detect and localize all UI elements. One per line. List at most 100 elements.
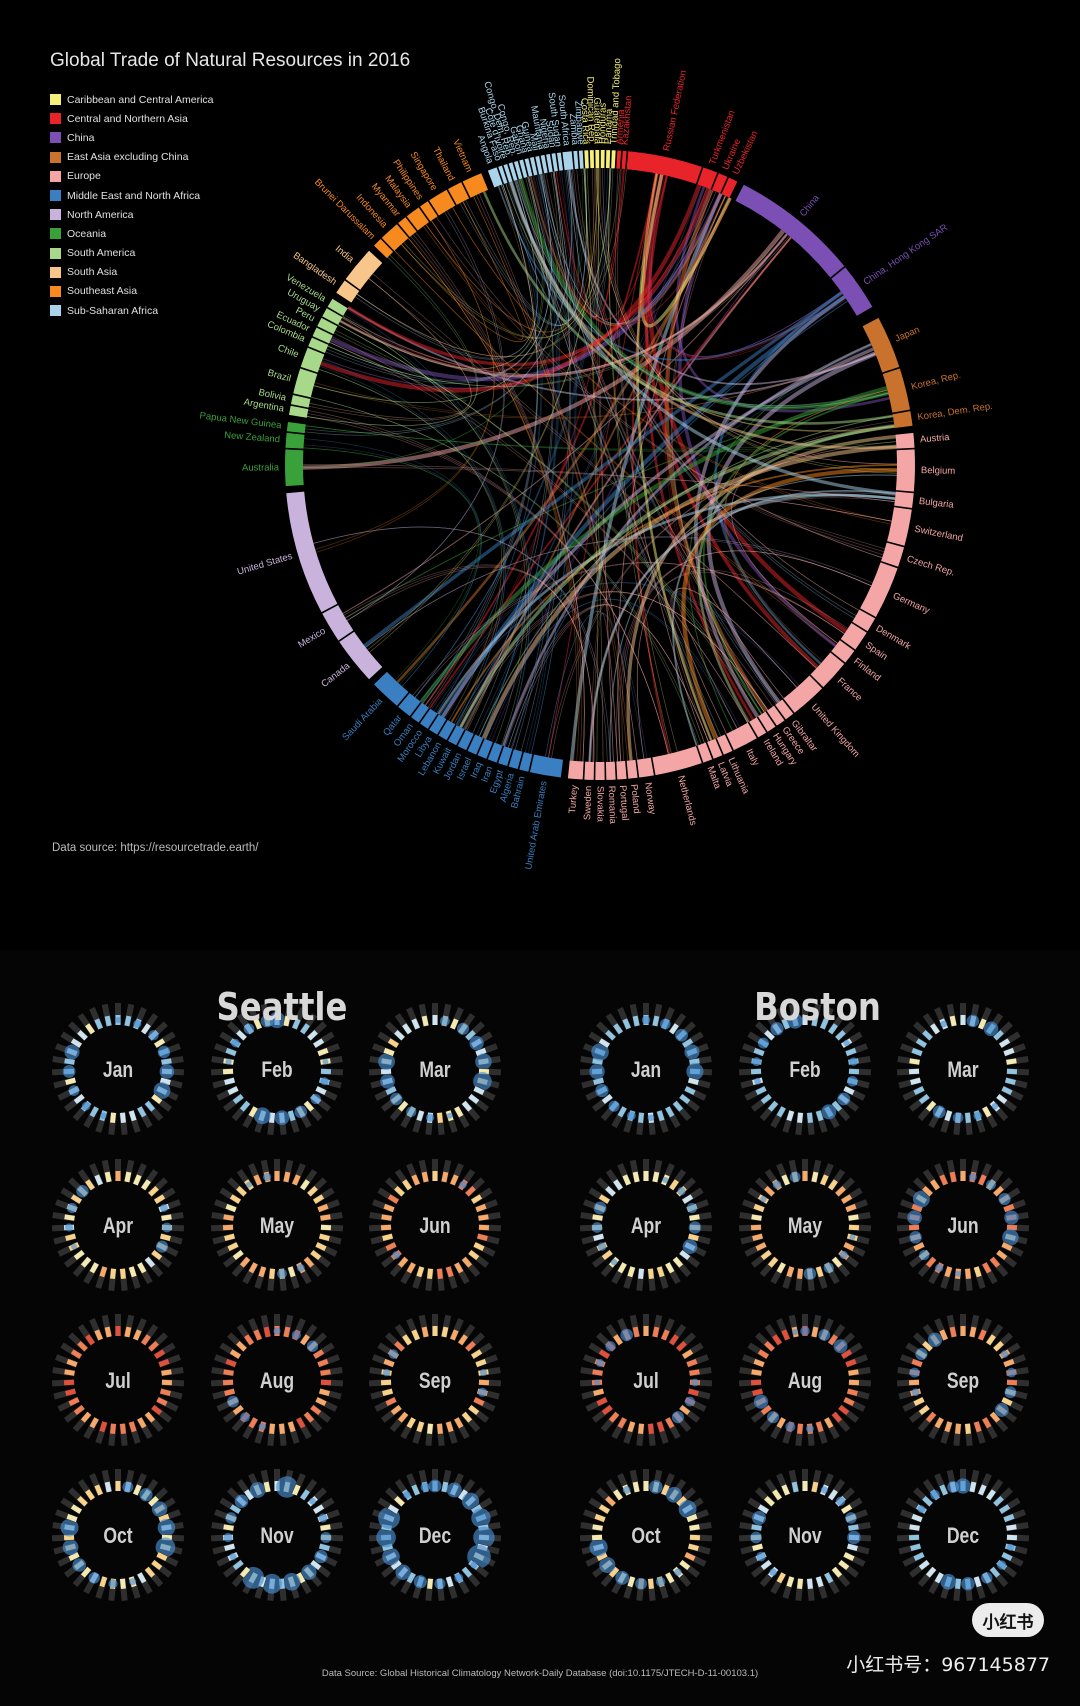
chord-flow <box>664 190 751 722</box>
chord-flow <box>517 179 727 734</box>
temp-bar <box>454 1417 464 1429</box>
temp-bar <box>669 1023 679 1035</box>
chord-flow <box>463 598 536 736</box>
temp-bar <box>969 1326 977 1338</box>
temp-bar <box>148 1185 159 1197</box>
chord-flow <box>541 173 714 324</box>
chord-flow <box>408 237 580 762</box>
chord-flow <box>338 324 760 716</box>
chord-flow <box>570 169 855 619</box>
chord-flow <box>594 168 614 762</box>
month-dial: Apr <box>51 1159 185 1291</box>
temp-bar <box>593 1077 605 1085</box>
temp-bar <box>436 1423 443 1434</box>
precip-bubble <box>148 1030 159 1041</box>
chord-flow <box>410 235 585 762</box>
temp-bar <box>949 1171 957 1183</box>
legend-item: South Asia <box>50 263 214 282</box>
precip-bubble <box>597 1242 607 1251</box>
temp-bar <box>110 1112 117 1123</box>
chord-arc <box>373 671 409 706</box>
city-title-seattle: Seattle <box>216 985 348 1029</box>
precip-bubble <box>677 1187 686 1196</box>
temp-bar <box>454 1262 464 1274</box>
precip-bubble <box>155 1240 169 1253</box>
temp-bar <box>229 1349 241 1359</box>
chord-flow <box>420 594 550 754</box>
precip-bubble <box>301 1564 317 1580</box>
chord-flow <box>589 492 896 762</box>
app-badge: 小红书 <box>972 1603 1044 1637</box>
temp-bar <box>601 1093 613 1105</box>
chord-flow <box>355 180 538 360</box>
chord-flow <box>596 168 897 471</box>
precip-bubble <box>413 1575 427 1589</box>
precip-bubble <box>155 1537 176 1558</box>
chord-flow <box>586 168 599 317</box>
precip-bubble <box>757 1037 769 1049</box>
precip-bubble <box>593 1201 607 1215</box>
temp-bar <box>313 1194 325 1204</box>
precip-bubble <box>659 1018 671 1030</box>
temp-bar <box>824 1572 834 1584</box>
country-label: Vietnam <box>450 138 474 174</box>
precip-bubble <box>686 1202 698 1214</box>
temp-bar <box>461 1256 473 1268</box>
legend-swatch <box>50 94 61 106</box>
month-label: Oct <box>631 1524 661 1548</box>
temp-bar <box>964 1423 971 1434</box>
chord-flow <box>347 188 711 367</box>
temp-bar <box>838 1559 850 1571</box>
temp-bar <box>318 1233 330 1241</box>
chord-arc <box>766 705 785 726</box>
temp-bar <box>473 1397 485 1407</box>
temp-bar <box>236 1029 247 1041</box>
temp-bar <box>104 1171 112 1183</box>
precip-bubble <box>380 1073 395 1089</box>
temp-bar <box>269 1268 276 1279</box>
chord-flow <box>303 444 482 687</box>
chord-arc <box>626 151 702 184</box>
temp-bar <box>161 1214 172 1221</box>
temp-bar <box>223 1524 234 1531</box>
precip-bubble <box>314 1549 328 1564</box>
month-label: May <box>788 1214 822 1238</box>
chord-flow <box>442 168 624 718</box>
temp-bar <box>476 1233 488 1241</box>
precip-bubble <box>227 1395 239 1408</box>
chord-flow <box>414 168 606 698</box>
temp-bar <box>601 1249 613 1261</box>
temp-bar <box>416 1110 425 1122</box>
chord-flow <box>321 360 506 726</box>
country-label: Finland <box>851 656 882 684</box>
chord-flow <box>304 169 573 436</box>
chord-arc <box>584 150 589 169</box>
chord-flow <box>306 416 669 755</box>
temp-bar <box>225 1358 237 1368</box>
legend-label: China <box>67 131 95 144</box>
temp-bar <box>77 1029 88 1041</box>
temp-bar <box>982 1262 992 1274</box>
month-dial: Nov <box>210 1469 344 1601</box>
chord-flow <box>491 233 788 742</box>
precip-bubble <box>785 1421 796 1432</box>
country-label: New Zealand <box>224 430 281 445</box>
precip-bubble <box>420 1482 430 1492</box>
chord-flow <box>420 594 548 753</box>
temp-bar <box>760 1404 772 1416</box>
country-label: Kazakhstan <box>620 95 635 145</box>
temp-bar <box>797 1423 804 1434</box>
chord-flow <box>424 173 658 706</box>
temp-bar <box>421 1326 429 1338</box>
precip-bubble <box>655 1576 666 1587</box>
chord-flow <box>702 392 889 715</box>
temp-bar <box>682 1038 694 1048</box>
temp-bar <box>263 1481 271 1493</box>
temp-bar <box>148 1495 159 1507</box>
temp-bar <box>85 1179 95 1191</box>
temp-bar <box>598 1194 610 1204</box>
chord-flow <box>648 174 842 357</box>
temp-bar <box>318 1543 330 1551</box>
temp-bar <box>436 1112 443 1123</box>
temp-bar <box>786 1110 795 1122</box>
